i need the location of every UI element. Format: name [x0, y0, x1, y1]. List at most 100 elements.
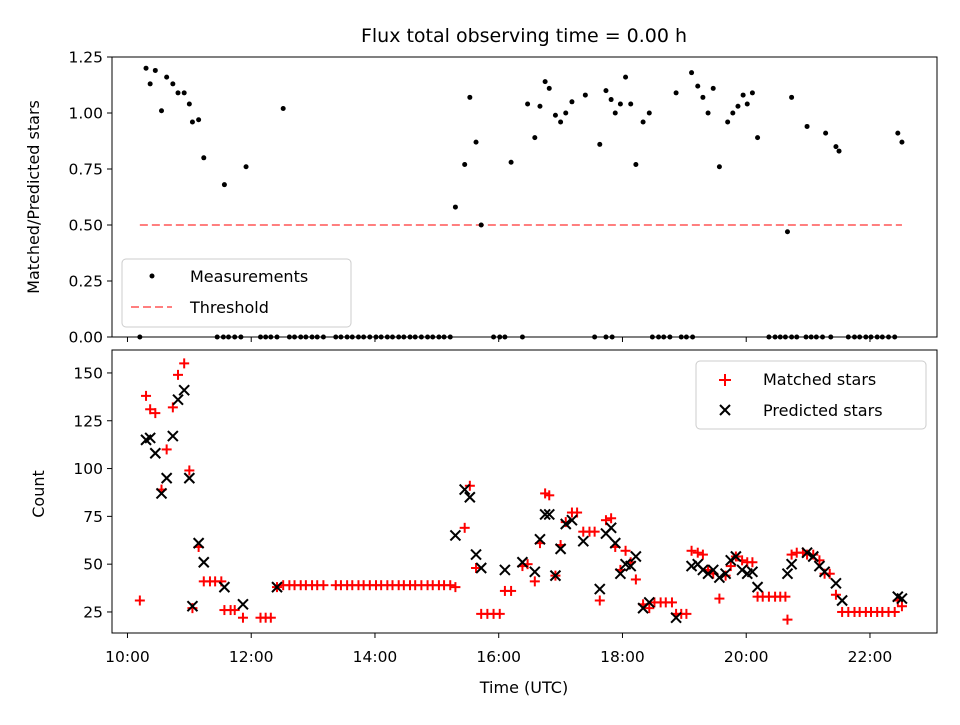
predicted-star-point — [172, 394, 184, 406]
matched-star-point — [747, 557, 758, 568]
y-tick-label: 0.00 — [68, 329, 103, 347]
matched-star-point — [229, 605, 240, 616]
matched-star-point — [445, 580, 456, 591]
predicted-star-point — [781, 568, 794, 580]
legend-matched-marker — [719, 374, 731, 386]
measurement-point — [603, 88, 609, 94]
x-tick-label: 10:00 — [105, 648, 150, 666]
y-tick-label: 125 — [73, 412, 103, 430]
predicted-star-point — [144, 432, 156, 444]
matched-star-point — [187, 603, 198, 614]
bottom-x-ticks: 10:00 12:00 14:00 16:00 18:00 20:00 22:00 — [105, 633, 892, 666]
y-tick-label: 1.25 — [68, 49, 103, 67]
predicted-star-point — [818, 566, 831, 578]
predicted-star-point — [746, 566, 759, 578]
measurement-point — [836, 148, 842, 154]
predicted-star-point — [178, 384, 190, 396]
x-tick-label: 20:00 — [724, 648, 769, 666]
matched-star-point — [494, 608, 505, 619]
predicted-star-point — [516, 556, 529, 568]
predicted-star-point — [594, 583, 606, 595]
matched-star-point — [630, 574, 641, 585]
measurement-point — [735, 103, 741, 109]
measurement-point — [569, 99, 575, 105]
y-tick-label: 100 — [73, 460, 103, 478]
measurement-point — [170, 81, 176, 87]
measurement-point — [143, 65, 149, 71]
x-tick-label: 12:00 — [229, 648, 274, 666]
matched-star-point — [265, 612, 276, 623]
measurement-point — [608, 97, 614, 103]
top-y-ticks: 0.00 0.25 0.50 0.75 1.00 1.25 — [68, 49, 112, 347]
predicted-star-point — [643, 596, 655, 609]
count-panel: Count Time (UTC) 25 50 75 100 125 150 10:00 12… — [29, 349, 938, 697]
measurement-point — [280, 106, 286, 112]
matched-star-point — [780, 591, 791, 602]
measurement-point — [612, 110, 618, 116]
predicted-star-point — [549, 569, 562, 582]
y-tick-label: 50 — [83, 556, 103, 574]
matched-star-point — [782, 614, 793, 625]
matched-star-point — [506, 585, 517, 596]
measurement-point — [617, 101, 623, 107]
matched-star-point — [896, 601, 907, 612]
count-plot-area — [134, 358, 908, 625]
measurement-point — [628, 101, 634, 107]
predicted-star-point — [529, 566, 541, 578]
predicted-star-point — [237, 598, 249, 611]
predicted-star-point — [707, 564, 719, 576]
top-legend: Measurements Threshold — [121, 258, 352, 328]
matched-star-point — [145, 404, 156, 415]
predicted-star-point — [751, 581, 764, 593]
matched-star-point — [237, 612, 248, 623]
predicted-star-point — [896, 592, 908, 605]
matched-star-point — [697, 549, 708, 560]
legend-threshold-label: Threshold — [189, 298, 269, 317]
predicted-star-point — [543, 508, 555, 521]
predicted-star-point — [470, 548, 482, 561]
y-tick-label: 0.50 — [68, 217, 103, 235]
matched-star-point — [830, 589, 841, 600]
measurement-point — [689, 70, 695, 76]
predicted-star-point — [198, 556, 210, 568]
matched-star-point — [318, 580, 329, 591]
predicted-star-point — [605, 522, 617, 534]
predicted-star-point — [830, 577, 842, 589]
measurement-point — [546, 85, 552, 91]
top-y-axis-label: Matched/Predicted stars — [24, 100, 43, 294]
bottom-y-axis-label: Count — [29, 470, 48, 518]
measurement-point — [532, 135, 538, 141]
predicted-star-point — [554, 543, 567, 555]
bottom-axes-frame — [111, 349, 938, 634]
measurement-point — [201, 155, 207, 161]
measurement-point — [164, 74, 170, 80]
measurement-point — [467, 94, 473, 100]
measurement-point — [640, 119, 646, 125]
legend-measurements-label: Measurements — [190, 267, 308, 286]
matched-star-point — [450, 582, 461, 593]
measurement-point — [563, 110, 569, 116]
predicted-star-point — [155, 487, 168, 500]
measurement-point — [152, 67, 158, 73]
measurement-point — [186, 101, 192, 107]
legend-matched-label: Matched stars — [763, 370, 876, 389]
matched-star-point — [134, 595, 145, 606]
measurement-point — [695, 83, 701, 89]
predicted-star-point — [464, 491, 476, 503]
matched-star-point — [692, 547, 703, 558]
measurement-point — [789, 94, 795, 100]
bottom-y-ticks: 25 50 75 100 125 150 — [73, 364, 112, 621]
predicted-star-point — [785, 558, 798, 570]
measurement-point — [542, 79, 548, 85]
matched-star-point — [606, 513, 617, 524]
y-tick-label: 150 — [73, 364, 103, 382]
measurement-point — [833, 144, 839, 150]
measurement-point — [508, 159, 514, 165]
matched-star-point — [150, 408, 161, 419]
y-tick-label: 1.00 — [68, 105, 103, 123]
measurement-point — [755, 135, 761, 141]
predicted-star-point — [730, 550, 742, 563]
predicted-star-point — [449, 529, 462, 542]
predicted-star-point — [630, 550, 642, 563]
